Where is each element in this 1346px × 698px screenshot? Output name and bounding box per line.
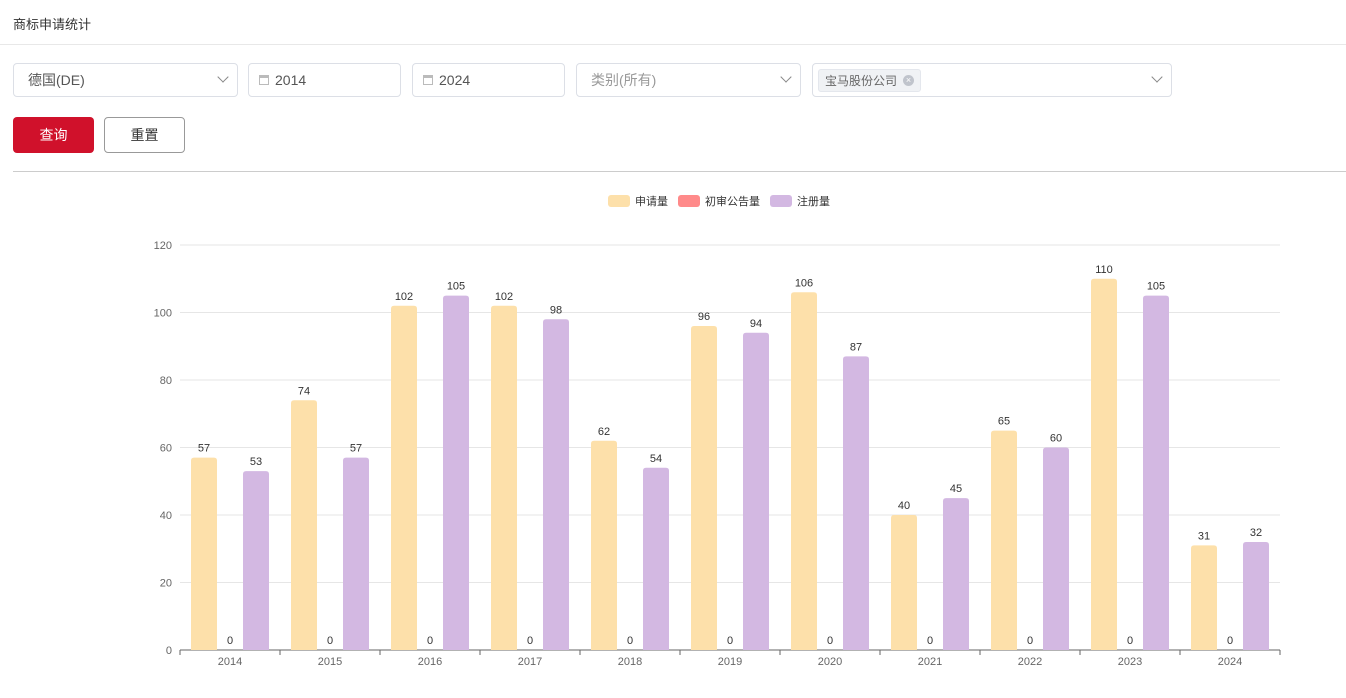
x-tick-label: 2023 [1118, 656, 1142, 668]
bar [743, 332, 769, 650]
data-label: 57 [198, 443, 210, 455]
x-tick-label: 2017 [518, 656, 542, 668]
legend-label: 申请量 [635, 195, 668, 208]
bar [943, 498, 969, 650]
company-select[interactable]: 宝马股份公司 × [812, 63, 1172, 97]
y-tick-label: 80 [160, 375, 172, 387]
bar [291, 400, 317, 650]
x-tick-label: 2024 [1218, 656, 1242, 668]
x-tick-label: 2014 [218, 656, 242, 668]
bar [343, 457, 369, 650]
bar [1191, 545, 1217, 650]
calendar-icon [423, 75, 433, 85]
bar [443, 295, 469, 650]
data-label: 110 [1095, 264, 1113, 276]
data-label: 102 [395, 291, 413, 303]
x-tick-label: 2018 [618, 656, 642, 668]
bar [791, 292, 817, 650]
data-label: 74 [298, 385, 310, 397]
data-label: 106 [795, 277, 813, 289]
page-title: 商标申请统计 [13, 17, 92, 32]
data-label: 0 [527, 635, 533, 647]
end-year-input[interactable]: 2024 [412, 63, 565, 97]
country-value: 德国(DE) [28, 72, 85, 88]
data-label: 54 [650, 453, 662, 465]
close-icon[interactable]: × [903, 74, 915, 86]
bar [991, 430, 1017, 650]
y-tick-label: 20 [160, 578, 172, 590]
bar [1091, 278, 1117, 650]
bar [391, 305, 417, 650]
data-label: 65 [998, 416, 1010, 428]
data-label: 0 [727, 635, 733, 647]
data-label: 53 [250, 456, 262, 468]
data-label: 0 [327, 635, 333, 647]
bar [543, 319, 569, 650]
bar [891, 515, 917, 650]
legend-swatch [770, 195, 792, 207]
divider [13, 171, 1346, 172]
data-label: 96 [698, 311, 710, 323]
data-label: 0 [627, 635, 633, 647]
bar [243, 471, 269, 650]
x-tick-label: 2021 [918, 656, 942, 668]
data-label: 0 [827, 635, 833, 647]
calendar-icon [259, 75, 269, 85]
legend-label: 注册量 [797, 194, 830, 208]
y-tick-label: 60 [160, 443, 172, 455]
y-tick-label: 120 [154, 240, 172, 252]
start-year-value: 2014 [275, 72, 307, 88]
company-tag-label: 宝马股份公司 [825, 73, 898, 88]
bar [691, 326, 717, 650]
legend-swatch [608, 195, 630, 207]
bar [1043, 447, 1069, 650]
bar [843, 356, 869, 650]
bar [591, 440, 617, 650]
data-label: 105 [1147, 281, 1165, 293]
category-placeholder: 类别(所有) [591, 72, 657, 88]
category-select[interactable]: 类别(所有) [576, 63, 801, 97]
reset-button[interactable]: 重置 [104, 117, 185, 153]
x-tick-label: 2020 [818, 656, 842, 668]
bar [1243, 542, 1269, 650]
bar [643, 467, 669, 650]
data-label: 94 [750, 318, 762, 330]
data-label: 31 [1198, 530, 1210, 542]
x-tick-label: 2022 [1018, 656, 1042, 668]
bar [1143, 295, 1169, 650]
data-label: 0 [227, 635, 233, 647]
data-label: 87 [850, 341, 862, 353]
y-tick-label: 0 [166, 645, 172, 657]
data-label: 57 [350, 443, 362, 455]
y-tick-label: 100 [154, 308, 172, 320]
x-tick-label: 2016 [418, 656, 442, 668]
data-label: 62 [598, 426, 610, 438]
end-year-value: 2024 [439, 72, 471, 88]
query-button[interactable]: 查询 [13, 117, 94, 153]
data-label: 105 [447, 281, 465, 293]
company-tag: 宝马股份公司 × [818, 68, 922, 92]
data-label: 102 [495, 291, 513, 303]
y-tick-label: 40 [160, 510, 172, 522]
data-label: 0 [1127, 635, 1133, 647]
legend-label: 初审公告量 [705, 194, 760, 208]
data-label: 32 [1250, 527, 1262, 539]
divider [0, 44, 1346, 45]
bar [491, 305, 517, 650]
data-label: 45 [950, 483, 962, 495]
data-label: 0 [1227, 635, 1233, 647]
x-tick-label: 2015 [318, 656, 342, 668]
data-label: 0 [427, 635, 433, 647]
data-label: 40 [898, 500, 910, 512]
data-label: 60 [1050, 433, 1062, 445]
data-label: 98 [550, 304, 562, 316]
data-label: 0 [927, 635, 933, 647]
data-label: 0 [1027, 635, 1033, 647]
bar [191, 457, 217, 650]
country-select[interactable]: 德国(DE) [13, 63, 238, 97]
x-tick-label: 2019 [718, 656, 742, 668]
legend-swatch [678, 195, 700, 207]
start-year-input[interactable]: 2014 [248, 63, 401, 97]
